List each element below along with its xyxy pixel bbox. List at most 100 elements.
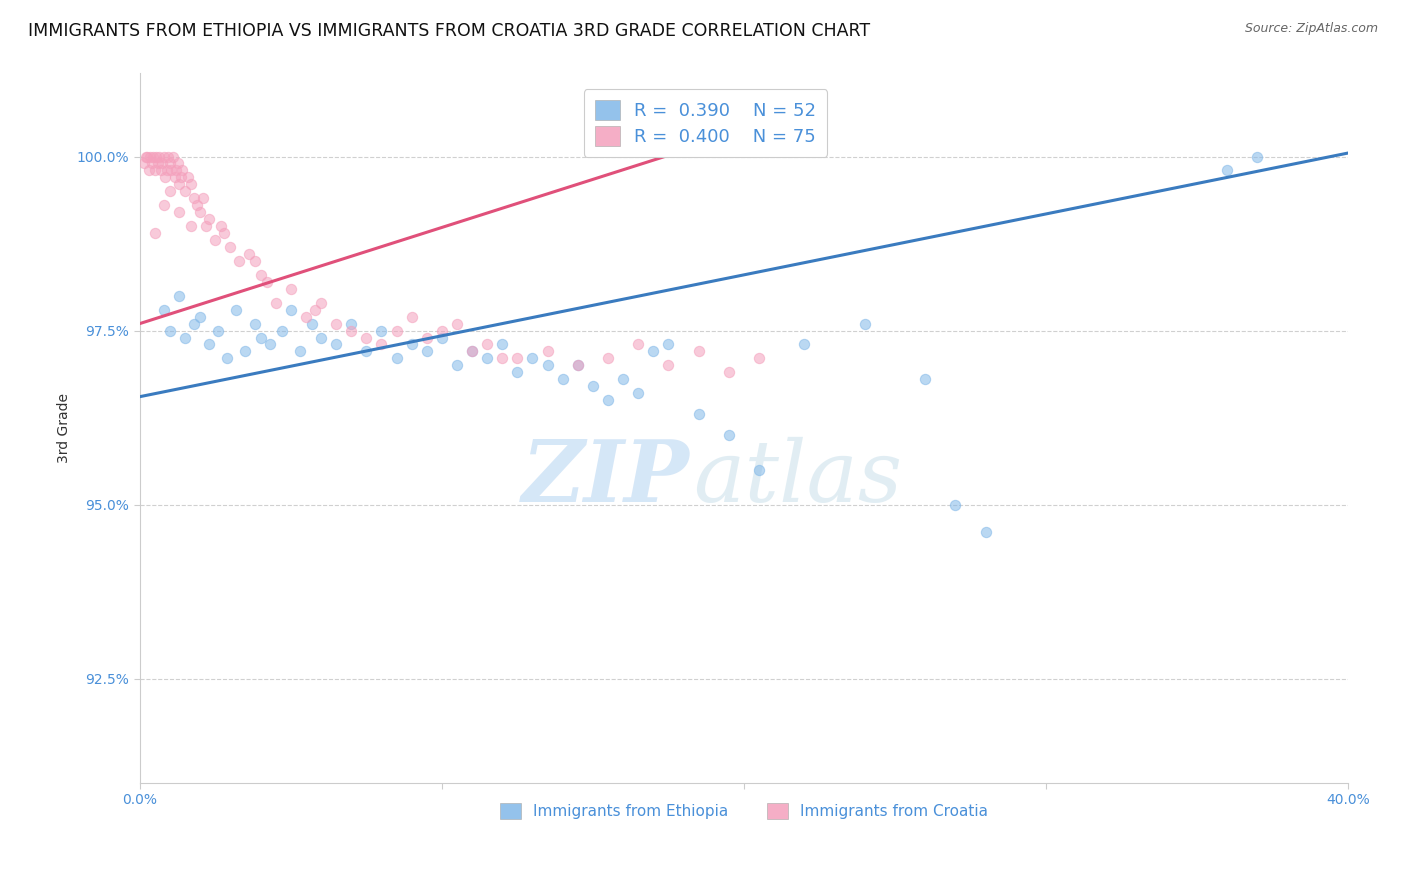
Point [974,525,997,540]
Point [204,233,226,247]
Point [174,184,197,198]
Point [627,386,650,401]
Point [356,344,378,359]
Point [159,156,181,170]
Point [627,337,650,351]
Point [139,149,162,163]
Point [567,359,589,373]
Point [280,282,302,296]
Point [430,324,453,338]
Point [153,149,176,163]
Point [146,156,169,170]
Point [143,163,166,178]
Point [134,156,156,170]
Point [688,407,710,421]
Point [243,254,266,268]
Point [143,226,166,240]
Point [385,324,408,338]
Point [401,310,423,324]
Point [325,337,347,351]
Point [301,317,323,331]
Point [401,337,423,351]
Point [280,302,302,317]
Point [167,178,190,192]
Point [238,247,260,261]
Point [506,365,529,379]
Point [169,170,191,185]
Point [156,163,179,178]
Point [207,324,229,338]
Point [461,344,484,359]
Point [198,212,221,227]
Point [214,226,236,240]
Point [309,330,332,344]
Point [340,324,363,338]
Point [491,337,513,351]
Point [219,240,242,254]
Point [136,149,159,163]
Point [195,219,218,234]
Point [149,163,172,178]
Point [416,344,439,359]
Point [235,344,257,359]
Point [155,170,177,185]
Y-axis label: 3rd Grade: 3rd Grade [58,393,72,463]
Point [135,149,157,163]
Point [295,310,318,324]
Point [138,163,160,178]
Point [446,359,468,373]
Point [522,351,544,366]
Point [259,337,281,351]
Point [180,178,202,192]
Point [340,317,363,331]
Point [304,302,326,317]
Point [309,295,332,310]
Point [717,365,740,379]
Point [142,149,165,163]
Point [153,198,176,212]
Point [567,359,589,373]
Point [186,198,208,212]
Point [612,372,634,386]
Point [853,317,876,331]
Point [491,351,513,366]
Text: Source: ZipAtlas.com: Source: ZipAtlas.com [1244,22,1378,36]
Point [174,330,197,344]
Point [141,156,163,170]
Point [793,337,815,351]
Point [167,205,190,219]
Point [243,317,266,331]
Point [506,351,529,366]
Point [193,191,215,205]
Point [596,393,619,408]
Point [163,170,186,185]
Point [159,324,181,338]
Point [162,149,184,163]
Point [209,219,232,234]
Point [385,351,408,366]
Point [159,184,181,198]
Point [183,191,205,205]
Point [152,156,174,170]
Point [160,163,183,178]
Point [166,156,188,170]
Point [177,170,200,185]
Point [325,317,347,331]
Point [157,149,180,163]
Legend: Immigrants from Ethiopia, Immigrants from Croatia: Immigrants from Ethiopia, Immigrants fro… [494,797,994,825]
Point [228,254,250,268]
Point [153,302,176,317]
Point [1216,163,1239,178]
Point [249,330,271,344]
Point [536,344,558,359]
Text: ZIP: ZIP [522,436,689,519]
Point [167,289,190,303]
Point [264,295,287,310]
Point [188,310,211,324]
Point [551,372,574,386]
Point [582,379,605,393]
Point [256,275,278,289]
Text: atlas: atlas [693,436,903,519]
Point [198,337,221,351]
Text: IMMIGRANTS FROM ETHIOPIA VS IMMIGRANTS FROM CROATIA 3RD GRADE CORRELATION CHART: IMMIGRANTS FROM ETHIOPIA VS IMMIGRANTS F… [28,22,870,40]
